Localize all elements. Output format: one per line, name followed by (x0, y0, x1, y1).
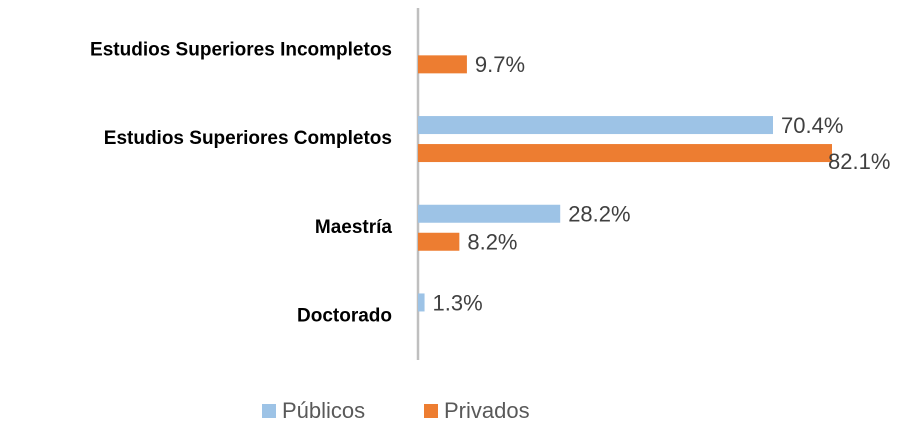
category-label: Maestría (315, 217, 393, 238)
value-label: 82.1% (828, 149, 890, 174)
legend-swatch (424, 404, 438, 418)
bar (418, 55, 467, 74)
bar (418, 204, 561, 223)
value-label: 1.3% (433, 290, 483, 315)
bar (418, 144, 832, 163)
category-label: Estudios Superiores Completos (104, 128, 392, 149)
bar (418, 293, 425, 312)
value-label: 8.2% (467, 230, 517, 255)
legend-label: Públicos (282, 398, 365, 423)
legend-swatch (262, 404, 276, 418)
category-label: Doctorado (297, 305, 392, 326)
value-label: 70.4% (781, 113, 843, 138)
category-label: Estudios Superiores Incompletos (90, 39, 392, 60)
value-label: 28.2% (568, 202, 630, 227)
legend-label: Privados (444, 398, 530, 423)
bar (418, 232, 460, 251)
bar (418, 116, 774, 135)
value-label: 9.7% (475, 52, 525, 77)
